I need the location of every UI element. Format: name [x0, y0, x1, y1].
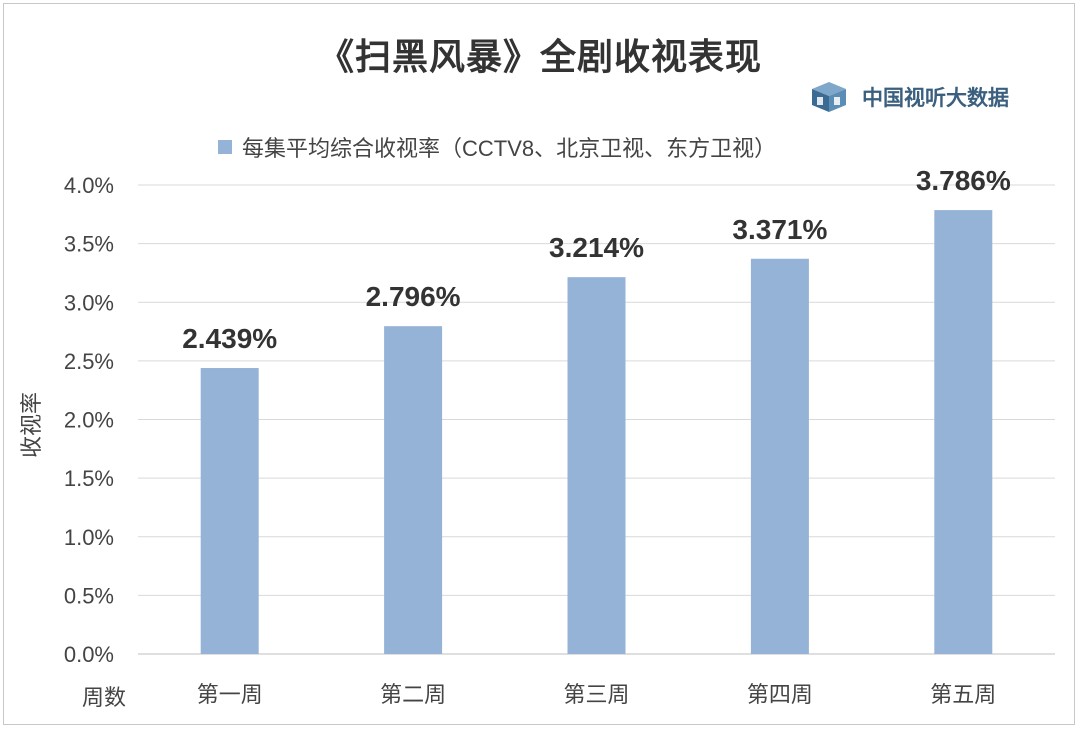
x-tick-label: 第三周: [563, 682, 629, 707]
y-tick-label: 4.0%: [64, 173, 114, 198]
bar: [200, 368, 259, 654]
x-axis-label: 周数: [82, 685, 127, 710]
y-tick-label: 3.0%: [64, 290, 114, 315]
x-tick-label: 第二周: [380, 682, 446, 707]
data-cube-icon: [812, 82, 846, 112]
chart-frame: [3, 3, 1075, 725]
y-tick-label: 1.5%: [64, 466, 114, 491]
y-tick-label: 2.0%: [64, 408, 114, 433]
bar: [567, 277, 626, 654]
x-tick-label: 第五周: [930, 682, 996, 707]
x-tick-label: 第四周: [747, 682, 813, 707]
x-tick-label: 第一周: [197, 682, 263, 707]
chart-title: 《扫黑风暴》全剧收视表现: [317, 36, 762, 77]
y-tick-label: 2.5%: [64, 349, 114, 374]
data-label: 3.786%: [916, 165, 1011, 196]
y-tick-label: 1.0%: [64, 525, 114, 550]
bar: [384, 326, 443, 654]
data-label: 3.214%: [549, 232, 644, 263]
y-tick-label: 0.5%: [64, 583, 114, 608]
y-tick-label: 3.5%: [64, 232, 114, 257]
legend-label: 每集平均综合收视率（CCTV8、北京卫视、东方卫视）: [242, 136, 777, 161]
logo-text: 中国视听大数据: [862, 86, 1009, 110]
source-logo: 中国视听大数据: [810, 80, 1009, 114]
bar: [750, 258, 809, 654]
data-label: 2.439%: [182, 323, 277, 354]
data-label: 2.796%: [366, 281, 461, 312]
bar: [934, 210, 993, 655]
data-label: 3.371%: [732, 214, 827, 245]
y-tick-label: 0.0%: [64, 642, 114, 667]
legend: 每集平均综合收视率（CCTV8、北京卫视、东方卫视）: [218, 131, 776, 163]
legend-swatch: [218, 140, 232, 154]
